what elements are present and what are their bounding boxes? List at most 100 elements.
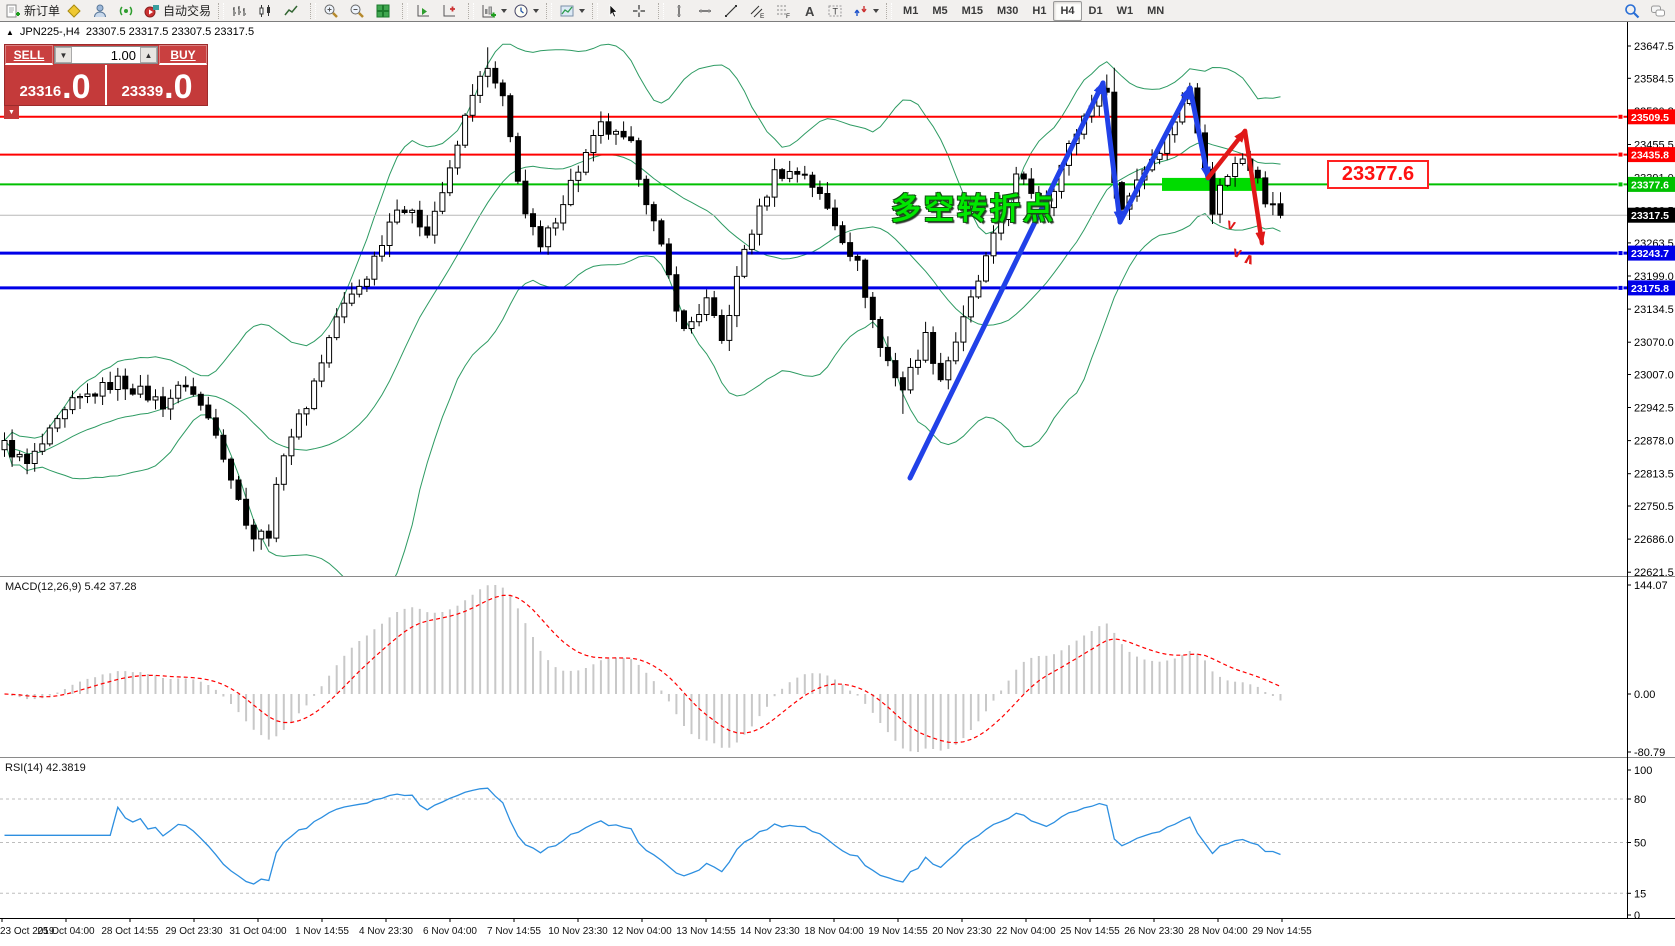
- timeframe-d1-button[interactable]: D1: [1088, 4, 1103, 17]
- tile-windows-button[interactable]: [372, 0, 398, 22]
- timeframe-h4-button[interactable]: H4: [1053, 0, 1082, 21]
- pane-separators[interactable]: [0, 576, 1675, 760]
- zoom-out-button[interactable]: [346, 0, 372, 22]
- buy-price-frac: .0: [164, 68, 193, 106]
- auto-trading-label: 自动交易: [163, 4, 212, 18]
- clock-icon: [514, 4, 528, 17]
- dropdown-caret-icon[interactable]: [501, 8, 508, 13]
- svg-text:E: E: [760, 13, 765, 19]
- dropdown-caret-icon[interactable]: [579, 8, 586, 13]
- buy-price-main: 23339: [121, 83, 164, 100]
- vertical-line-tool-button[interactable]: [668, 0, 694, 22]
- svg-text:23584.5: 23584.5: [1634, 73, 1674, 85]
- label-tool-button[interactable]: T: [824, 0, 850, 22]
- toolbar-separator: [592, 2, 599, 19]
- svg-text:23199.0: 23199.0: [1634, 271, 1674, 283]
- sell-price-display[interactable]: 23316 .0: [5, 65, 107, 105]
- timeframe-m15-button[interactable]: M15: [961, 4, 983, 17]
- svg-text:26 Nov 23:30: 26 Nov 23:30: [1124, 926, 1184, 937]
- period-selector-button[interactable]: [510, 0, 542, 22]
- chart-shift-button[interactable]: [438, 0, 464, 22]
- svg-text:14 Nov 23:30: 14 Nov 23:30: [740, 926, 800, 937]
- timeframe-w1-button[interactable]: W1: [1116, 4, 1134, 17]
- text-tool-button[interactable]: A: [798, 0, 824, 22]
- svg-text:4 Nov 23:30: 4 Nov 23:30: [359, 926, 413, 937]
- svg-text:T: T: [833, 6, 839, 16]
- svg-text:F: F: [786, 13, 790, 19]
- dropdown-caret-icon[interactable]: [533, 8, 540, 13]
- trendline-tool-button[interactable]: [720, 0, 746, 22]
- chartshift-icon: [443, 4, 456, 16]
- svg-text:22621.5: 22621.5: [1634, 567, 1674, 579]
- signals-button[interactable]: [115, 0, 141, 22]
- shapes-icon: [854, 5, 867, 16]
- svg-text:18 Nov 04:00: 18 Nov 04:00: [804, 926, 864, 937]
- svg-text:31 Oct 04:00: 31 Oct 04:00: [229, 926, 287, 937]
- linechart-icon: [284, 5, 298, 15]
- barchart-icon: [233, 5, 247, 16]
- horizontal-line-tool-button[interactable]: [694, 0, 720, 22]
- toolbar-separator: [658, 2, 665, 19]
- crosshair-tool-button[interactable]: [628, 0, 654, 22]
- svg-text:23435.8: 23435.8: [1631, 150, 1669, 162]
- channel-tool-button[interactable]: E: [746, 0, 772, 22]
- blue-trend-arrows: [907, 80, 1211, 481]
- zoom-in-button[interactable]: [320, 0, 346, 22]
- svg-text:13 Nov 14:55: 13 Nov 14:55: [676, 926, 736, 937]
- new-chart-button[interactable]: [478, 0, 510, 22]
- rsi-pane[interactable]: [0, 787, 1627, 894]
- mql5-profile-button[interactable]: [89, 0, 115, 22]
- line-chart-mode-button[interactable]: [280, 0, 306, 22]
- bar-chart-mode-button[interactable]: [228, 0, 254, 22]
- metaeditor-button[interactable]: [63, 0, 89, 22]
- template-icon: [560, 5, 574, 16]
- templates-button[interactable]: [556, 0, 588, 22]
- timeframe-m5-button[interactable]: M5: [932, 4, 948, 17]
- volume-decrease-button[interactable]: ▼: [55, 47, 72, 63]
- autotrade-icon: [144, 4, 160, 17]
- buy-price-display[interactable]: 23339 .0: [107, 65, 207, 105]
- metaeditor-icon: [67, 3, 81, 18]
- texta-icon: A: [805, 4, 815, 19]
- macd-pane[interactable]: [4, 585, 1282, 752]
- svg-text:23243.7: 23243.7: [1631, 248, 1669, 260]
- svg-text:7 Nov 14:55: 7 Nov 14:55: [487, 926, 541, 937]
- sell-button[interactable]: SELL: [5, 45, 53, 65]
- auto-trading-button[interactable]: 自动交易: [141, 0, 214, 22]
- svg-text:23317.5: 23317.5: [1631, 210, 1669, 222]
- toolbar-separator: [468, 2, 475, 19]
- svg-text:0: 0: [1634, 910, 1640, 922]
- volume-increase-button[interactable]: ▲: [140, 47, 157, 63]
- cursor-tool-button[interactable]: [602, 0, 628, 22]
- candlestick-mode-button[interactable]: [254, 0, 280, 22]
- vline-icon: [677, 4, 682, 17]
- auto-scroll-button[interactable]: [412, 0, 438, 22]
- sell-price-main: 23316: [19, 83, 62, 100]
- volume-input[interactable]: [72, 47, 140, 63]
- price-scale[interactable]: 23647.523584.523520.823455.523391.023326…: [1617, 22, 1675, 922]
- buy-button[interactable]: BUY: [159, 45, 207, 65]
- timeframe-m30-button[interactable]: M30: [997, 4, 1019, 17]
- collapse-panel-icon[interactable]: ▲: [6, 27, 14, 37]
- horizontal-level-lines: [0, 115, 1627, 290]
- search-icon: [1625, 3, 1640, 18]
- fibonacci-tool-button[interactable]: F: [772, 0, 798, 22]
- svg-text:23134.5: 23134.5: [1634, 304, 1674, 316]
- chat-button[interactable]: [1647, 0, 1673, 22]
- new-order-button[interactable]: 新订单: [2, 0, 63, 22]
- svg-text:22 Nov 04:00: 22 Nov 04:00: [996, 926, 1056, 937]
- timeframe-m1-button[interactable]: M1: [903, 4, 919, 17]
- search-button[interactable]: [1621, 0, 1647, 22]
- red-trend-arrows: [1205, 128, 1266, 246]
- svg-text:25 Oct 04:00: 25 Oct 04:00: [37, 926, 95, 937]
- arrows-tool-button[interactable]: [850, 0, 882, 22]
- timeframe-h1-button[interactable]: H1: [1032, 4, 1047, 17]
- svg-text:6 Nov 04:00: 6 Nov 04:00: [423, 926, 477, 937]
- symbol-info-bar: ▲ JPN225-,H4 23307.5 23317.5 23307.5 233…: [6, 26, 254, 38]
- trade-panel-collapse-chip[interactable]: ▼: [4, 106, 19, 119]
- candles-layer: [1, 47, 1284, 552]
- chart-canvas[interactable]: vv∧23647.523584.523520.823455.523391.023…: [0, 22, 1675, 946]
- timeframe-mn-button[interactable]: MN: [1147, 4, 1165, 17]
- dropdown-caret-icon[interactable]: [873, 8, 880, 13]
